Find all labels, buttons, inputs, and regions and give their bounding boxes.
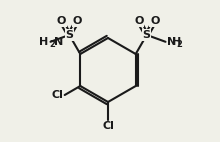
Text: S: S: [65, 30, 73, 40]
Text: S: S: [143, 30, 151, 40]
Text: 2: 2: [176, 40, 182, 49]
Text: Cl: Cl: [102, 121, 114, 131]
Text: H: H: [172, 37, 181, 47]
Text: N: N: [167, 37, 176, 47]
Text: Cl: Cl: [52, 90, 64, 100]
Text: O: O: [57, 16, 66, 26]
Text: O: O: [73, 16, 82, 26]
Text: N: N: [54, 37, 63, 47]
Text: O: O: [134, 16, 143, 26]
Text: H: H: [39, 37, 48, 47]
Text: O: O: [150, 16, 160, 26]
Text: 2: 2: [50, 40, 55, 49]
